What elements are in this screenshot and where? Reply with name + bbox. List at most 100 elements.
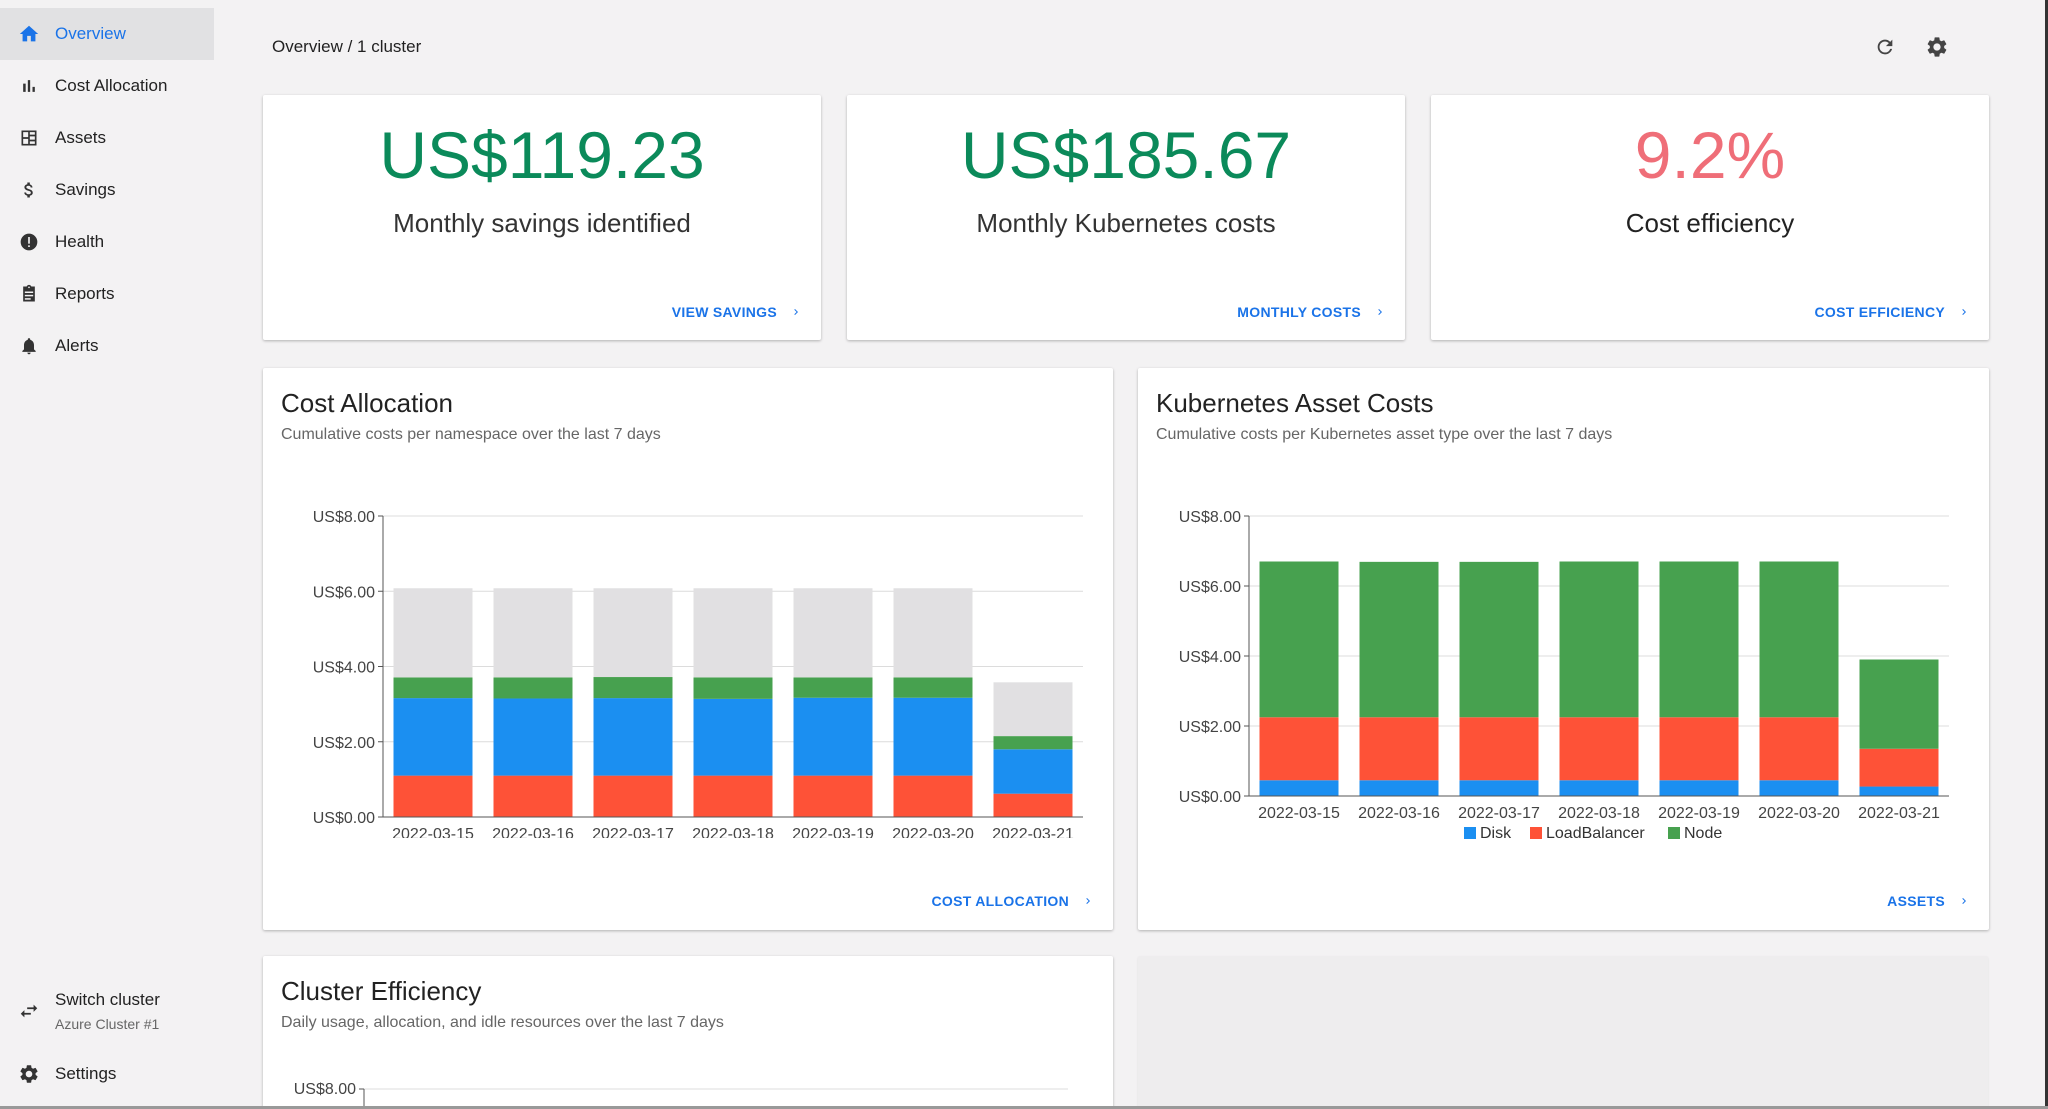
x-tick-label: 2022-03-21 [1858,805,1940,822]
bar-segment [393,677,473,699]
sidebar-item-overview[interactable]: Overview [0,8,214,60]
breadcrumb: Overview / 1 cluster [272,37,422,56]
sidebar-item-label: Savings [55,180,116,199]
chevron-right-icon [1957,894,1971,908]
bar-segment [993,736,1073,750]
y-tick-label: US$6.00 [1179,579,1241,596]
asset-costs-title: Kubernetes Asset Costs [1156,388,1434,418]
assets-link[interactable]: ASSETS [1887,893,1971,909]
monthly-costs-link[interactable]: MONTHLY COSTS [1237,304,1387,320]
window-border [2045,0,2048,1109]
bar-segment [1359,561,1439,718]
bar-segment [993,793,1073,817]
cost-allocation-subtitle: Cumulative costs per namespace over the … [281,426,661,443]
chevron-right-icon [789,305,803,319]
y-tick-label: US$4.00 [1179,649,1241,666]
link-label: COST EFFICIENCY [1814,304,1945,320]
y-tick-label: US$0.00 [1179,789,1241,806]
bar-segment [393,698,473,776]
bar-segment [1659,780,1739,796]
x-tick-label: 2022-03-18 [1558,805,1640,822]
bar-segment [693,677,773,699]
empty-card-placeholder [1138,956,1988,1109]
monthly-costs-value: US$185.67 [960,118,1292,192]
bar-segment [793,588,873,678]
bar-segment [1259,561,1339,718]
sidebar-item-cost-allocation[interactable]: Cost Allocation [0,60,214,112]
bar-segment [1759,780,1839,796]
cost-allocation-chart: US$0.00 US$2.00 US$4.00 US$6.00 US$8.00 2022-… [313,509,1083,838]
cluster-efficiency-subtitle: Daily usage, allocation, and idle resour… [281,1014,724,1031]
monthly-savings-label: Monthly savings identified [393,208,691,238]
bar-segment [593,698,673,776]
cost-efficiency-label: Cost efficiency [1625,208,1795,238]
bar-segment [893,677,973,698]
cluster-efficiency-chart: US$8.00 [294,1081,1068,1109]
y-tick-label: US$0.00 [313,810,375,827]
home-icon [17,22,41,46]
bar-segment [993,682,1073,737]
bar-segment [1659,717,1739,781]
bar-segment [1859,748,1939,787]
y-tick-label: US$2.00 [1179,719,1241,736]
link-label: MONTHLY COSTS [1237,304,1361,320]
y-tick-label: US$8.00 [1179,509,1241,526]
legend-label: LoadBalancer [1546,825,1645,842]
cost-allocation-link[interactable]: COST ALLOCATION [932,893,1096,909]
cost-efficiency-link[interactable]: COST EFFICIENCY [1814,304,1971,320]
x-tick-label: 2022-03-15 [392,826,474,838]
bar-segment [593,775,673,817]
sidebar-item-label: Overview [55,24,126,43]
sidebar-item-health[interactable]: Health [0,216,214,268]
bar-segment [1459,780,1539,796]
y-tick-label: US$6.00 [313,584,375,601]
refresh-icon[interactable] [1872,34,1898,60]
bar-segment [493,775,573,817]
cluster-efficiency-title: Cluster Efficiency [281,976,482,1006]
sidebar-item-assets[interactable]: Assets [0,112,214,164]
cost-allocation-card: Cost Allocation Cumulative costs per nam… [263,368,1113,930]
bar-segment [1559,717,1639,781]
window-border [0,1106,2048,1109]
x-tick-label: 2022-03-20 [892,826,974,838]
x-tick-label: 2022-03-17 [1458,805,1540,822]
bar-segment [1559,780,1639,796]
sidebar-item-alerts[interactable]: Alerts [0,320,214,372]
monthly-savings-value: US$119.23 [379,118,705,192]
sidebar-item-label: Alerts [55,336,99,355]
monthly-costs-label: Monthly Kubernetes costs [976,208,1276,238]
current-cluster-name: Azure Cluster #1 [55,1016,160,1032]
bar-segment [793,697,873,776]
legend-label: Disk [1480,825,1512,842]
legend-label: Node [1684,825,1722,842]
sidebar-item-label: Health [55,232,105,251]
switch-cluster-button[interactable]: Switch cluster Azure Cluster #1 [0,978,214,1044]
sidebar-item-reports[interactable]: Reports [0,268,214,320]
y-tick-label: US$8.00 [294,1081,356,1098]
legend-swatch [1530,827,1542,839]
bar-segment [1259,717,1339,781]
sidebar-item-label: Reports [55,284,115,303]
bar-segment [893,775,973,817]
bar-segment [793,677,873,698]
bar-segment [993,749,1073,794]
bar-segment [393,588,473,678]
bar-chart-icon [17,74,41,98]
bar-segment [693,698,773,776]
sidebar-item-savings[interactable]: Savings [0,164,214,216]
bar-segment [493,588,573,678]
sidebar-item-label: Assets [55,128,107,147]
legend-swatch [1464,827,1476,839]
legend-swatch [1668,827,1680,839]
view-savings-link[interactable]: VIEW SAVINGS [672,304,803,320]
link-label: COST ALLOCATION [931,893,1069,909]
settings-gear-icon[interactable] [1924,34,1950,60]
x-tick-label: 2022-03-19 [1658,805,1740,822]
bar-segment [1359,717,1439,781]
gear-icon [17,1062,41,1086]
sidebar-item-settings[interactable]: Settings [0,1048,214,1100]
x-tick-label: 2022-03-17 [592,826,674,838]
bar-segment [1759,717,1839,781]
y-tick-label: US$2.00 [313,735,375,752]
cost-efficiency-value: 9.2% [1634,118,1786,192]
